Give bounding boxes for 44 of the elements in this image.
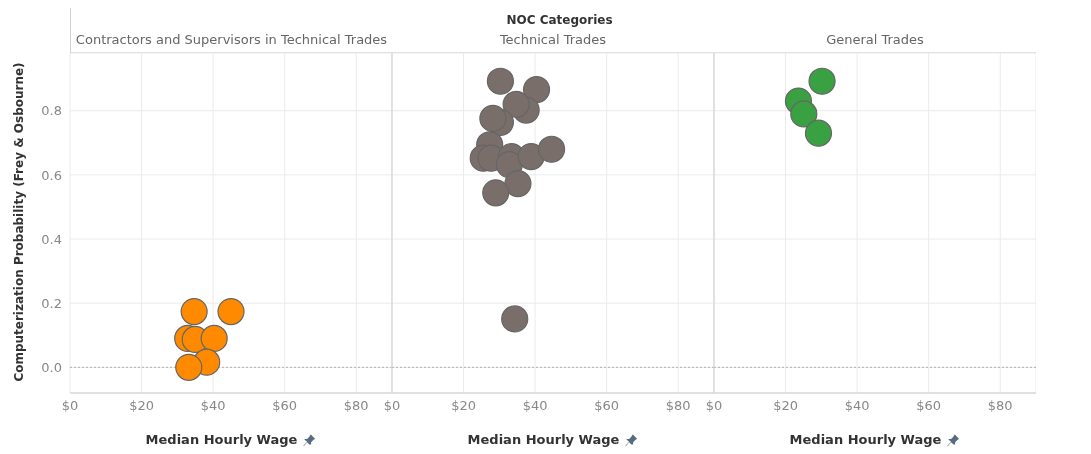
point bbox=[200, 324, 228, 353]
x-tick-label: $60 bbox=[916, 398, 942, 414]
y-tick-label: 0.4 bbox=[41, 231, 62, 247]
y-tick-label: 0.8 bbox=[41, 103, 62, 119]
point bbox=[517, 143, 545, 171]
y-tick-label: 0.2 bbox=[41, 295, 62, 311]
x-axis-title: Median Hourly Wage bbox=[466, 431, 621, 449]
x-tick-label: $0 bbox=[705, 398, 723, 414]
chart-title: Technical Trades bbox=[392, 28, 714, 53]
x-tick-label: $40 bbox=[200, 398, 226, 414]
x-tick-label: $80 bbox=[343, 398, 369, 414]
x-tick-label: $40 bbox=[522, 398, 548, 414]
point bbox=[501, 305, 529, 333]
y-axis-title: Computerization Probability (Frey & Osbourne) bbox=[12, 62, 26, 382]
x-tick-label: $60 bbox=[272, 398, 298, 414]
chart-title: Contractors and Supervisors in Technical Trades bbox=[70, 28, 392, 53]
x-tick-label: $60 bbox=[594, 398, 620, 414]
x-tick-label: $20 bbox=[129, 398, 154, 414]
y-tick-label: 0.6 bbox=[41, 167, 62, 183]
point bbox=[790, 100, 818, 128]
x-axis-title: Median Hourly Wage bbox=[788, 431, 943, 449]
point bbox=[537, 135, 566, 163]
x-tick-label: $0 bbox=[61, 398, 79, 414]
chart-title: General Trades bbox=[714, 28, 1036, 53]
point bbox=[804, 119, 833, 147]
point bbox=[175, 353, 203, 381]
point bbox=[479, 104, 507, 133]
y-tick-label: 0.0 bbox=[41, 359, 62, 375]
point bbox=[180, 297, 208, 326]
x-tick-label: $80 bbox=[665, 398, 691, 414]
x-tick-label: $80 bbox=[987, 398, 1013, 414]
point bbox=[808, 67, 836, 95]
x-tick-label: $20 bbox=[773, 398, 798, 414]
point bbox=[504, 169, 532, 198]
text: NOC Categories bbox=[506, 13, 613, 27]
point bbox=[486, 67, 515, 95]
x-axis-title: Median Hourly Wage bbox=[144, 431, 299, 449]
point bbox=[502, 90, 530, 118]
point bbox=[522, 75, 551, 104]
x-tick-label: $0 bbox=[383, 398, 401, 414]
x-tick-label: $40 bbox=[844, 398, 870, 414]
x-tick-label: $20 bbox=[451, 398, 476, 414]
point bbox=[217, 297, 245, 326]
point bbox=[482, 179, 510, 207]
